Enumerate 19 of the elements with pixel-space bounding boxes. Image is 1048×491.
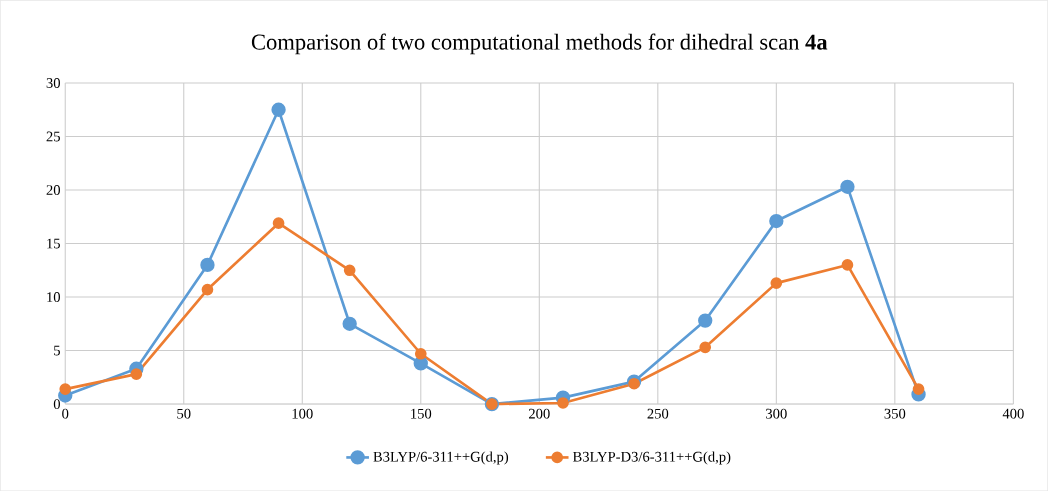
x-tick-label: 400 xyxy=(1002,408,1024,419)
x-tick-label: 50 xyxy=(177,408,191,419)
y-tick-label: 0 xyxy=(53,399,60,409)
legend-label: B3LYP/6-311++G(d,p) xyxy=(373,451,509,465)
legend-label: B3LYP-D3/6-311++G(d,p) xyxy=(572,451,731,465)
x-tick-label: 250 xyxy=(647,408,669,419)
x-tick-label: 200 xyxy=(528,408,550,419)
y-tick-label: 30 xyxy=(46,77,60,88)
x-tick-label: 0 xyxy=(62,408,69,419)
y-tick-label: 25 xyxy=(46,131,60,142)
y-tick-label: 20 xyxy=(46,185,60,195)
x-tick-label: 350 xyxy=(884,408,906,419)
chart-title: Comparison of two computational methods for dihedral scan 4a xyxy=(251,33,828,55)
y-tick-label: 15 xyxy=(47,238,60,249)
x-tick-label: 150 xyxy=(411,408,432,419)
y-tick-label: 5 xyxy=(54,345,60,356)
x-tick-label: 300 xyxy=(766,408,787,419)
y-tick-label: 10 xyxy=(47,292,60,302)
x-tick-label: 100 xyxy=(292,408,313,419)
